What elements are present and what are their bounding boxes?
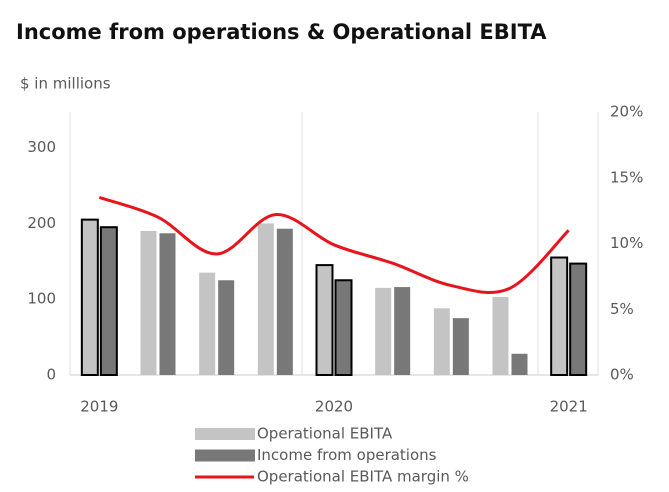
bar bbox=[492, 296, 509, 375]
y-tick-label: 0 bbox=[46, 366, 56, 384]
y-tick-label: 300 bbox=[27, 138, 56, 156]
bar bbox=[375, 287, 392, 375]
bar bbox=[569, 262, 588, 377]
bar bbox=[140, 230, 157, 375]
legend-swatch bbox=[195, 428, 255, 440]
y2-tick-label: 10% bbox=[610, 234, 643, 252]
bar bbox=[433, 308, 450, 375]
bar bbox=[394, 287, 411, 375]
x-tick-label: 2019 bbox=[80, 398, 118, 416]
y2-tick-label: 0% bbox=[610, 366, 634, 384]
y2-tick-label: 20% bbox=[610, 103, 643, 121]
y-axis-label: $ in millions bbox=[20, 75, 111, 93]
bar bbox=[452, 318, 469, 375]
y-tick-label: 100 bbox=[27, 290, 56, 308]
line bbox=[98, 196, 570, 295]
bar bbox=[511, 353, 528, 375]
bar bbox=[276, 228, 293, 375]
bar bbox=[199, 272, 216, 375]
y2-tick-label: 15% bbox=[610, 168, 643, 186]
bar bbox=[218, 280, 235, 375]
bar bbox=[99, 226, 118, 376]
x-tick-label: 2020 bbox=[315, 398, 353, 416]
bar bbox=[315, 264, 334, 376]
legend-label: Operational EBITA margin % bbox=[257, 468, 469, 486]
y2-tick-label: 5% bbox=[610, 300, 634, 318]
bar bbox=[80, 218, 99, 376]
x-tick-label: 2021 bbox=[550, 398, 588, 416]
bar bbox=[257, 223, 274, 375]
chart-title: Income from operations & Operational EBI… bbox=[16, 20, 547, 44]
legend-label: Operational EBITA bbox=[257, 425, 393, 443]
legend-label: Income from operations bbox=[257, 446, 437, 464]
legend-swatch bbox=[195, 449, 255, 462]
bar bbox=[550, 256, 569, 376]
bar bbox=[159, 233, 176, 375]
bar bbox=[334, 279, 353, 376]
y-tick-label: 200 bbox=[27, 214, 56, 232]
